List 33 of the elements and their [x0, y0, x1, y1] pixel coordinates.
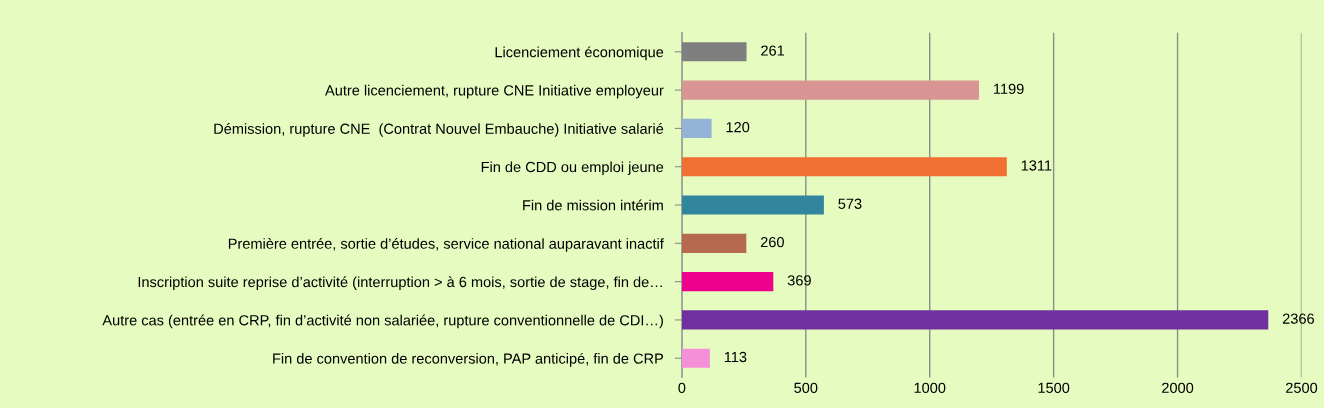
y-tick-label: Licenciement économique [495, 46, 664, 61]
y-tick-label: Fin de CDD ou emploi jeune [481, 161, 664, 176]
data-label: 2366 [1282, 313, 1314, 324]
y-tick-label: Fin de mission intérim [523, 199, 663, 211]
data-label: 120 [726, 121, 750, 133]
data-label: 261 [761, 45, 785, 56]
bar [681, 348, 710, 368]
x-tick-label: 1500 [1038, 382, 1070, 393]
bar [681, 272, 774, 292]
y-tick-label: Autre licenciement, rupture CNE Initiative employeur [325, 84, 664, 99]
bar [681, 310, 1269, 330]
x-tick-label: 0 [678, 382, 686, 393]
bar [681, 118, 712, 138]
y-tick-label: Autre cas (entrée en CRP, fin d’activité non salariée, rupture conventionnelle de CDI…) [102, 314, 663, 329]
data-label: 1199 [994, 83, 1024, 95]
bar [681, 80, 980, 100]
data-label: 113 [724, 351, 747, 363]
x-tick-label: 500 [794, 382, 818, 393]
y-tick-label: Démission, rupture CNE (Contrat Nouvel Embauche) Initiative salarié [214, 123, 664, 137]
bar [681, 195, 824, 215]
y-tick-label: Première entrée, sortie d’études, service national auparavant inactif [228, 237, 664, 252]
x-tick-label: 1000 [914, 382, 946, 393]
data-label: 260 [760, 236, 784, 248]
data-label: 1311 [1021, 160, 1052, 171]
bar [681, 233, 747, 253]
bar [681, 157, 1007, 177]
bar [681, 42, 747, 62]
y-tick-label: Inscription suite reprise d’activité (interruption > à 6 mois, sortie de stage, fin de… [138, 276, 662, 291]
x-tick-label: 2500 [1286, 382, 1318, 393]
data-label: 369 [787, 275, 811, 286]
x-tick-label: 2000 [1162, 382, 1194, 393]
y-tick-label: Fin de convention de reconversion, PAP anticipé, fin de CRP [273, 352, 664, 367]
data-label: 573 [838, 198, 862, 209]
